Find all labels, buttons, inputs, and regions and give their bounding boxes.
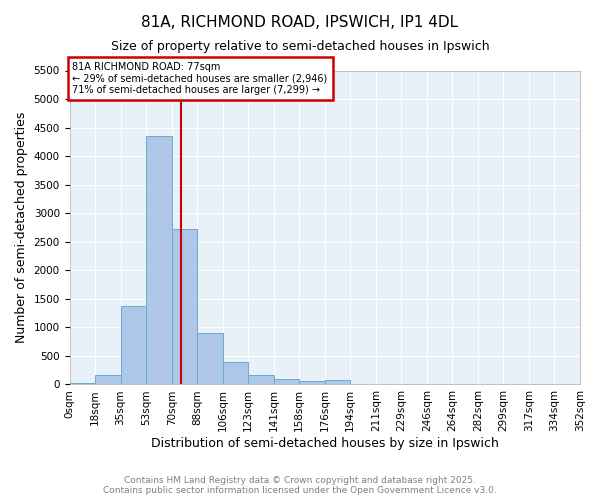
Bar [146, 136, 172, 384]
Bar [197, 333, 223, 384]
Bar [95, 375, 121, 384]
Bar [223, 362, 248, 384]
Y-axis label: Number of semi-detached properties: Number of semi-detached properties [15, 112, 28, 343]
Bar [274, 379, 299, 384]
Bar [299, 381, 325, 384]
Bar [121, 306, 146, 384]
Text: Size of property relative to semi-detached houses in Ipswich: Size of property relative to semi-detach… [110, 40, 490, 53]
Bar [248, 375, 274, 384]
Text: 81A, RICHMOND ROAD, IPSWICH, IP1 4DL: 81A, RICHMOND ROAD, IPSWICH, IP1 4DL [142, 15, 458, 30]
X-axis label: Distribution of semi-detached houses by size in Ipswich: Distribution of semi-detached houses by … [151, 437, 499, 450]
Text: Contains HM Land Registry data © Crown copyright and database right 2025.
Contai: Contains HM Land Registry data © Crown c… [103, 476, 497, 495]
Bar [325, 380, 350, 384]
Bar [172, 229, 197, 384]
Bar [70, 382, 95, 384]
Text: 81A RICHMOND ROAD: 77sqm
← 29% of semi-detached houses are smaller (2,946)
71% o: 81A RICHMOND ROAD: 77sqm ← 29% of semi-d… [73, 62, 328, 95]
